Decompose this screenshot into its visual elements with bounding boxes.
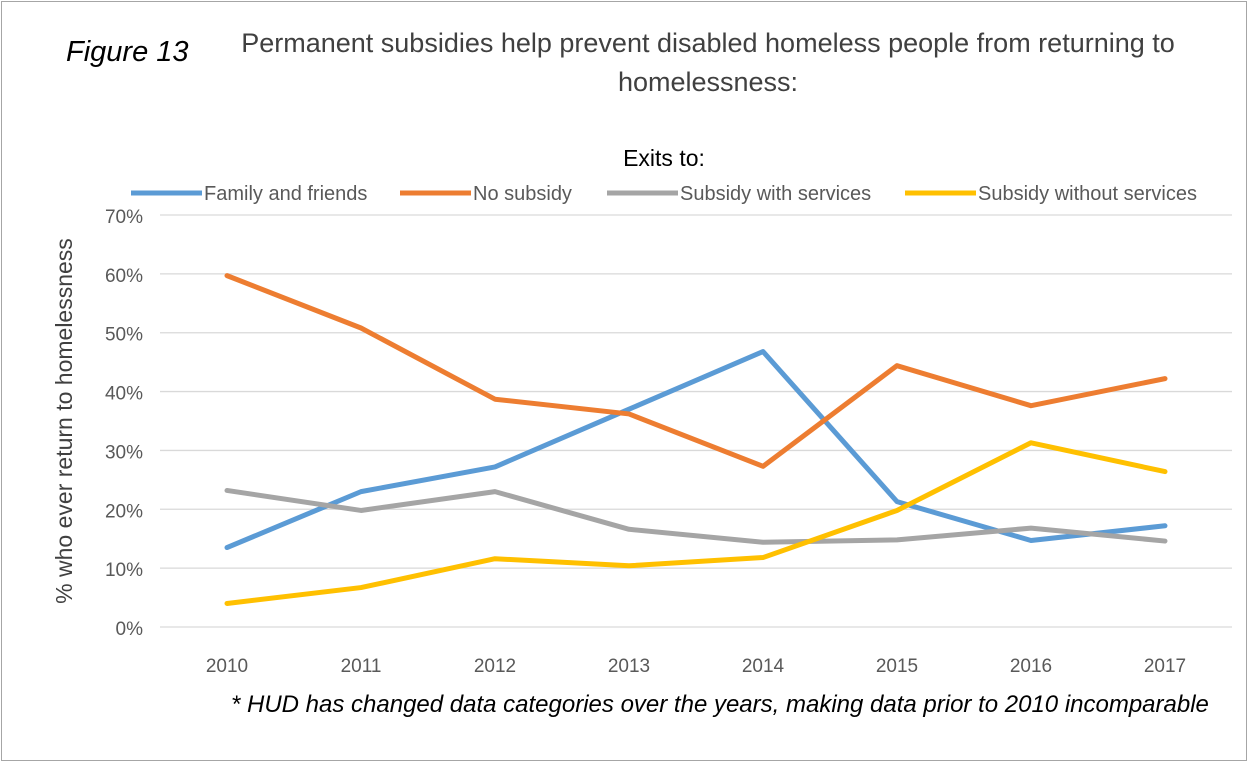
x-tick-label: 2013 xyxy=(608,656,650,677)
x-tick-label: 2012 xyxy=(474,656,516,677)
legend-title: Exits to: xyxy=(623,145,705,171)
y-tick-label: 50% xyxy=(105,325,143,346)
x-tick-label: 2011 xyxy=(341,656,382,677)
x-tick-label: 2016 xyxy=(1010,656,1052,677)
series-line xyxy=(224,487,1168,545)
series-line xyxy=(224,440,1168,606)
y-tick-label: 10% xyxy=(105,560,143,581)
x-axis-ticks: 2010 2011 2012 2013 2014 2015 2016 2017 xyxy=(206,656,1186,677)
figure-label: Figure 13 xyxy=(66,36,189,68)
y-tick-label: 20% xyxy=(105,501,143,522)
y-tick-label: 60% xyxy=(105,266,143,287)
line-chart: 0% 10% 20% 30% 40% 50% 60% 70% 2010 2011 2012 2013… xyxy=(51,145,1232,677)
legend-label: Family and friends xyxy=(204,183,367,205)
x-tick-label: 2015 xyxy=(876,656,918,677)
series-line xyxy=(224,349,1168,551)
legend: Family and friends No subsidy Subsidy with… xyxy=(131,183,1197,205)
series-line xyxy=(224,273,1168,469)
x-tick-label: 2017 xyxy=(1144,656,1186,677)
y-axis-label: % who ever return to homelessness xyxy=(51,238,77,604)
series-lines xyxy=(224,273,1168,606)
y-axis-ticks: 0% 10% 20% 30% 40% 50% 60% 70% xyxy=(105,207,143,640)
legend-label: Subsidy with services xyxy=(680,183,871,205)
y-tick-label: 40% xyxy=(105,384,143,405)
y-tick-label: 30% xyxy=(105,442,143,463)
x-tick-label: 2010 xyxy=(206,656,248,677)
y-tick-label: 0% xyxy=(116,619,144,640)
x-tick-label: 2014 xyxy=(742,656,785,677)
legend-label: No subsidy xyxy=(473,183,572,205)
footnote: * HUD has changed data categories over t… xyxy=(231,691,1209,718)
y-tick-label: 70% xyxy=(105,207,143,228)
legend-label: Subsidy without services xyxy=(978,183,1197,205)
gridlines xyxy=(160,214,1232,628)
chart-title: Permanent subsidies help prevent disable… xyxy=(241,28,1175,97)
